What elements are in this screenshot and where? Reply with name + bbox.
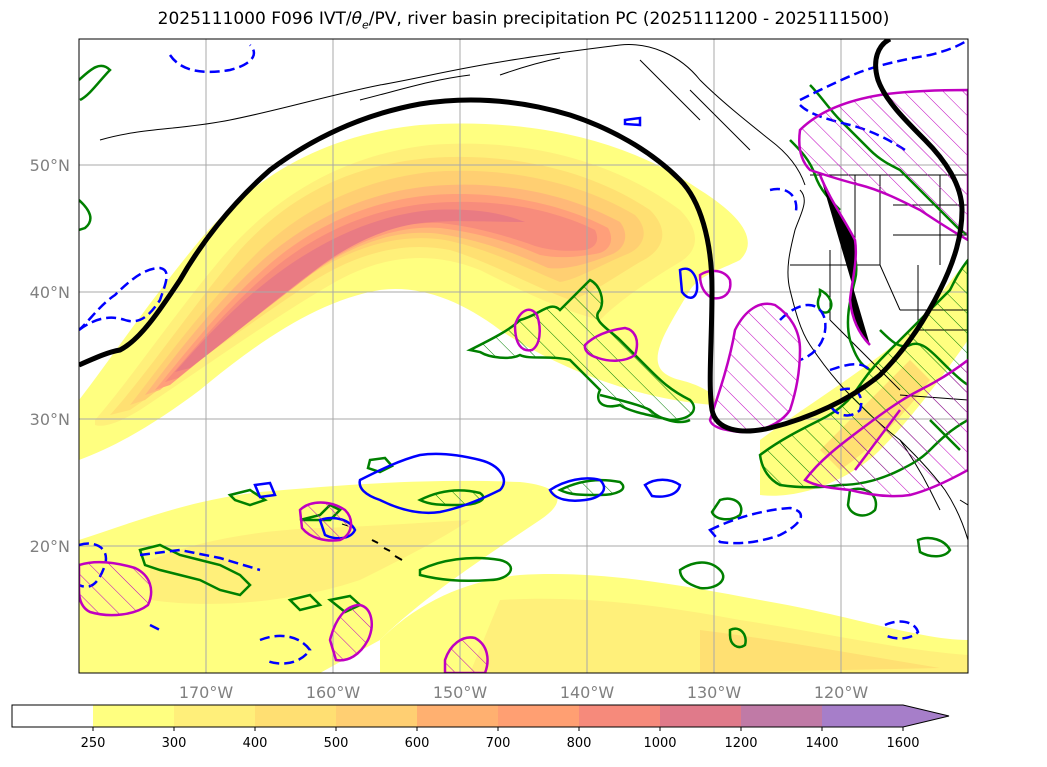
colorbar-tick-label: 600 [405, 736, 430, 751]
lon-label: 150°W [433, 683, 488, 702]
colorbar-tick-label: 500 [324, 736, 349, 751]
colorbar-outline [11, 704, 950, 728]
lon-label: 120°W [814, 683, 869, 702]
colorbar-segment [336, 705, 418, 727]
colorbar-tick-label: 1400 [805, 736, 838, 751]
colorbar-segment [579, 705, 661, 727]
map-frame [78, 38, 969, 674]
colorbar-segment [12, 705, 94, 727]
lon-label: 170°W [179, 683, 234, 702]
colorbar-tick-label: 800 [567, 736, 592, 751]
lon-label: 140°W [560, 683, 615, 702]
lat-label: 40°N [30, 283, 70, 302]
lat-label: 30°N [30, 410, 70, 429]
colorbar-segment [741, 705, 823, 727]
colorbar-segment [822, 705, 904, 727]
blue-dashed-contours [79, 39, 968, 665]
colorbar-tick-label: 1200 [724, 736, 757, 751]
colorbar-tick-label: 300 [162, 736, 187, 751]
colorbar-tick-label: 700 [486, 736, 511, 751]
colorbar-segment [174, 705, 256, 727]
colorbar-segment [498, 705, 580, 727]
colorbar-tick-label: 1000 [643, 736, 676, 751]
colorbar-tick-label: 400 [243, 736, 268, 751]
colorbar-segment [660, 705, 742, 727]
lat-label: 20°N [30, 537, 70, 556]
colorbar-segment [255, 705, 337, 727]
lon-label: 160°W [306, 683, 361, 702]
colorbar-segment [93, 705, 175, 727]
pv-contour [79, 39, 965, 434]
lon-label: 130°W [687, 683, 742, 702]
colorbar-tick-label: 250 [81, 736, 106, 751]
ivt-tropical-band [79, 480, 968, 673]
colorbar-segment [417, 705, 499, 727]
colorbar-extend-arrow [903, 705, 949, 727]
colorbar: 250 300 400 500 600 700 800 1000 1200 1400 1600 [11, 704, 950, 751]
blue-contours [253, 116, 699, 540]
lat-label: 50°N [30, 156, 70, 175]
colorbar-tick-label: 1600 [886, 736, 919, 751]
plot-title: 2025111000 F096 IVT/θe/PV, river basin p… [157, 9, 890, 32]
